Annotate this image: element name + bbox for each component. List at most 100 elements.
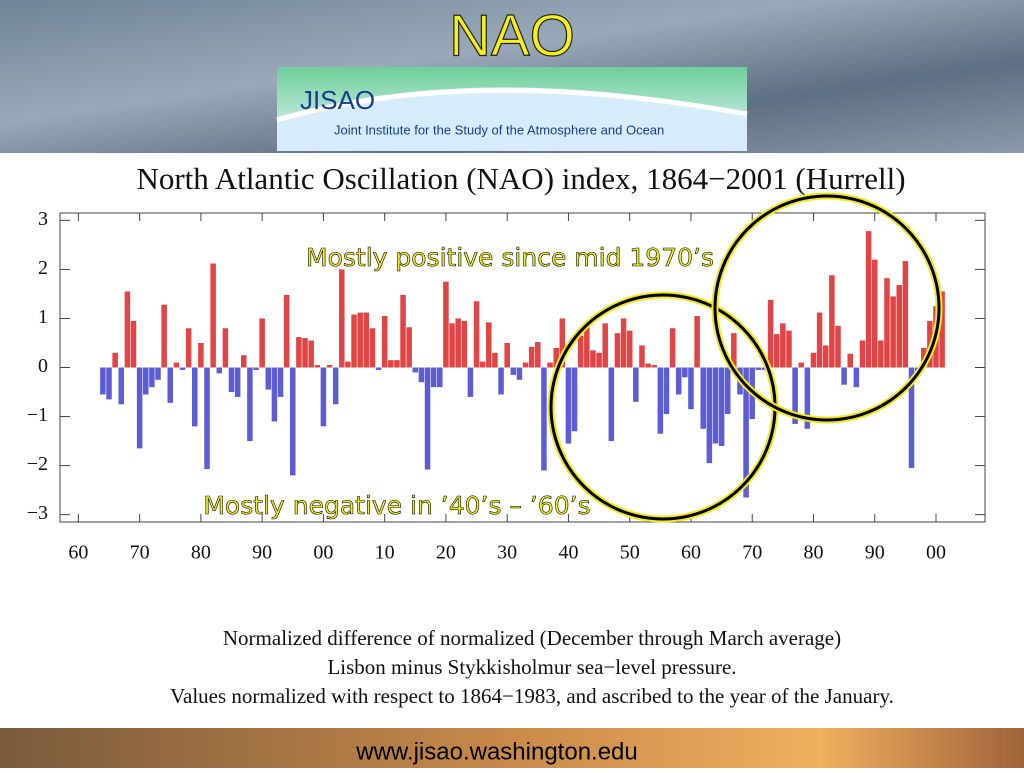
bar (185, 328, 192, 368)
bar (786, 330, 792, 368)
content-background (0, 153, 1024, 728)
bar (559, 318, 566, 368)
bar (798, 362, 804, 368)
logo-name: JISAO (300, 85, 375, 115)
caption: Lisbon minus Stykkisholmur sea−level pre… (327, 655, 736, 679)
bar (871, 259, 878, 368)
bar (357, 312, 363, 368)
bar (492, 352, 498, 368)
bar (112, 352, 118, 368)
bar (363, 312, 370, 368)
x-tick-label: 00 (313, 542, 333, 564)
bar (375, 367, 382, 370)
bar (657, 367, 664, 434)
bar (210, 263, 216, 368)
bar (118, 367, 125, 405)
x-tick-label: 50 (620, 542, 640, 564)
bar (339, 269, 345, 368)
footer-url: www.jisao.washington.edu (355, 738, 638, 765)
bar (516, 367, 523, 380)
bar (271, 367, 278, 422)
logo-wave (277, 87, 747, 151)
bar (228, 367, 235, 393)
y-tick-label: −2 (27, 453, 48, 475)
bar (161, 304, 167, 368)
bar (412, 367, 419, 373)
bar (314, 365, 321, 368)
bar (682, 367, 688, 378)
bar (675, 367, 682, 395)
bar (332, 367, 339, 405)
bar (504, 342, 510, 368)
bar (479, 361, 486, 368)
bar (724, 367, 731, 415)
bar (167, 367, 174, 403)
bar (706, 367, 713, 464)
bar (320, 367, 327, 427)
bar (449, 323, 455, 368)
bar (712, 367, 719, 444)
bar (841, 367, 847, 385)
bar (859, 340, 866, 368)
bar (553, 347, 559, 368)
bar (755, 367, 762, 370)
bar (571, 367, 578, 432)
highlight-circle (713, 194, 941, 422)
x-tick-label: 40 (558, 542, 578, 564)
bar (345, 361, 351, 368)
bar (467, 367, 474, 397)
bar (443, 281, 449, 368)
bar (381, 316, 388, 368)
bar (369, 328, 376, 368)
x-tick-label: 90 (865, 542, 885, 564)
bar (522, 362, 529, 368)
x-tick-label: 70 (742, 542, 762, 564)
bar (896, 285, 902, 368)
bar (816, 312, 823, 368)
bar (430, 367, 437, 388)
annotation: Mostly negative in ’40’s – ’60’s (203, 491, 590, 520)
bar (865, 231, 872, 368)
caption: Normalized difference of normalized (Dec… (223, 626, 841, 650)
bar (908, 367, 915, 469)
slide-title: NAO (449, 3, 575, 68)
bar (265, 367, 272, 390)
logo-text: Joint Institute for the Study of the Atm… (334, 122, 664, 137)
bar (510, 367, 517, 375)
bar (204, 367, 210, 470)
bar (241, 355, 247, 368)
x-tick-label: 90 (252, 542, 272, 564)
bar (283, 294, 290, 368)
bar (234, 367, 241, 397)
bar (804, 367, 811, 429)
bar (302, 338, 308, 368)
bar (486, 322, 492, 368)
bar (308, 340, 314, 368)
bar (780, 323, 786, 368)
y-tick-label: 2 (38, 257, 48, 279)
bar (326, 365, 333, 368)
x-tick-label: 80 (191, 542, 211, 564)
y-tick-label: 1 (38, 306, 48, 328)
bar (296, 337, 302, 368)
bar (106, 367, 112, 400)
x-tick-label: 20 (436, 542, 456, 564)
bar (835, 325, 841, 368)
bar (822, 345, 829, 368)
bar (192, 367, 198, 427)
bar (437, 367, 443, 388)
bar (718, 367, 725, 446)
bar (688, 367, 694, 410)
bar (829, 275, 835, 368)
plot: −3 −2 −1 0 1 2 3 60 70 80 90 00 10 20 30 40 50 60 70 80 90 00 (27, 208, 985, 564)
caption: Values normalized with respect to 1864−1… (170, 684, 894, 708)
bar (602, 323, 608, 368)
bar (143, 367, 149, 395)
bar (645, 363, 651, 368)
bar (222, 328, 229, 368)
bar (884, 278, 890, 368)
bar (651, 365, 657, 368)
y-tick-label: −3 (27, 502, 48, 524)
bar (792, 367, 798, 424)
